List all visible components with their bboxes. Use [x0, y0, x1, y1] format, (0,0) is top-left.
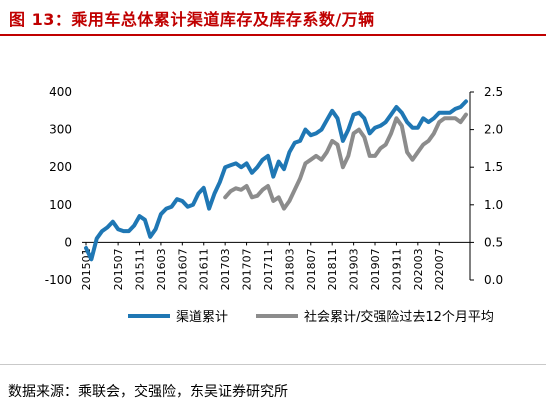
left-tick-label: 200 — [49, 160, 72, 174]
right-tick-label: 1.5 — [484, 160, 503, 174]
left-tick-label: -100 — [45, 273, 72, 287]
x-tick-label: 201703 — [219, 248, 232, 290]
right-tick-label: 2.0 — [484, 123, 503, 137]
x-tick-label: 201807 — [305, 248, 318, 290]
x-tick-label: 201803 — [283, 248, 296, 290]
chart-svg: -100 0 100 200 300 400 0.0 0.5 1.0 1.5 2.0 2.5 20150… — [45, 85, 503, 325]
x-tick-label: 201603 — [155, 248, 168, 290]
chart-area: -100 0 100 200 300 400 0.0 0.5 1.0 1.5 2.0 2.5 20150… — [0, 72, 546, 332]
x-tick-label: 201903 — [348, 248, 361, 290]
title-rule — [0, 34, 546, 36]
right-tick-label: 0.5 — [484, 235, 503, 249]
x-tick-label: 201707 — [241, 248, 254, 290]
x-tick-label: 201911 — [390, 248, 403, 290]
series-line-ratio — [223, 112, 468, 211]
left-tick-label: 300 — [49, 123, 72, 137]
x-tick-label: 201607 — [176, 248, 189, 290]
title-bar: 图 13：乘用车总体累计渠道库存及库存系数/万辆 — [0, 0, 546, 34]
series-line-inventory — [84, 99, 468, 262]
source-note: 数据来源：乘联会，交强险，东吴证券研究所 — [8, 384, 288, 400]
bottom-rule — [0, 364, 546, 365]
x-tick-label: 202003 — [412, 248, 425, 290]
figure-title: 图 13：乘用车总体累计渠道库存及库存系数/万辆 — [9, 10, 375, 29]
legend-label: 渠道累计 — [176, 310, 228, 325]
left-tick-label: 400 — [49, 85, 72, 99]
right-tick-label: 0.0 — [484, 273, 503, 287]
right-tick-label: 2.5 — [484, 85, 503, 99]
right-tick-label: 1.0 — [484, 198, 503, 212]
legend-label: 社会累计/交强险过去12个月平均 — [304, 309, 494, 325]
x-tick-label: 201907 — [369, 248, 382, 290]
x-tick-label: 201507 — [112, 248, 125, 290]
x-tick-label: 202007 — [433, 248, 446, 290]
left-tick-label: 100 — [49, 198, 72, 212]
x-tick-label: 201811 — [326, 248, 339, 290]
left-tick-label: 0 — [64, 235, 72, 249]
x-tick-label: 201711 — [262, 248, 275, 290]
x-tick-label: 201511 — [134, 248, 147, 290]
x-tick-label: 201611 — [198, 248, 211, 290]
